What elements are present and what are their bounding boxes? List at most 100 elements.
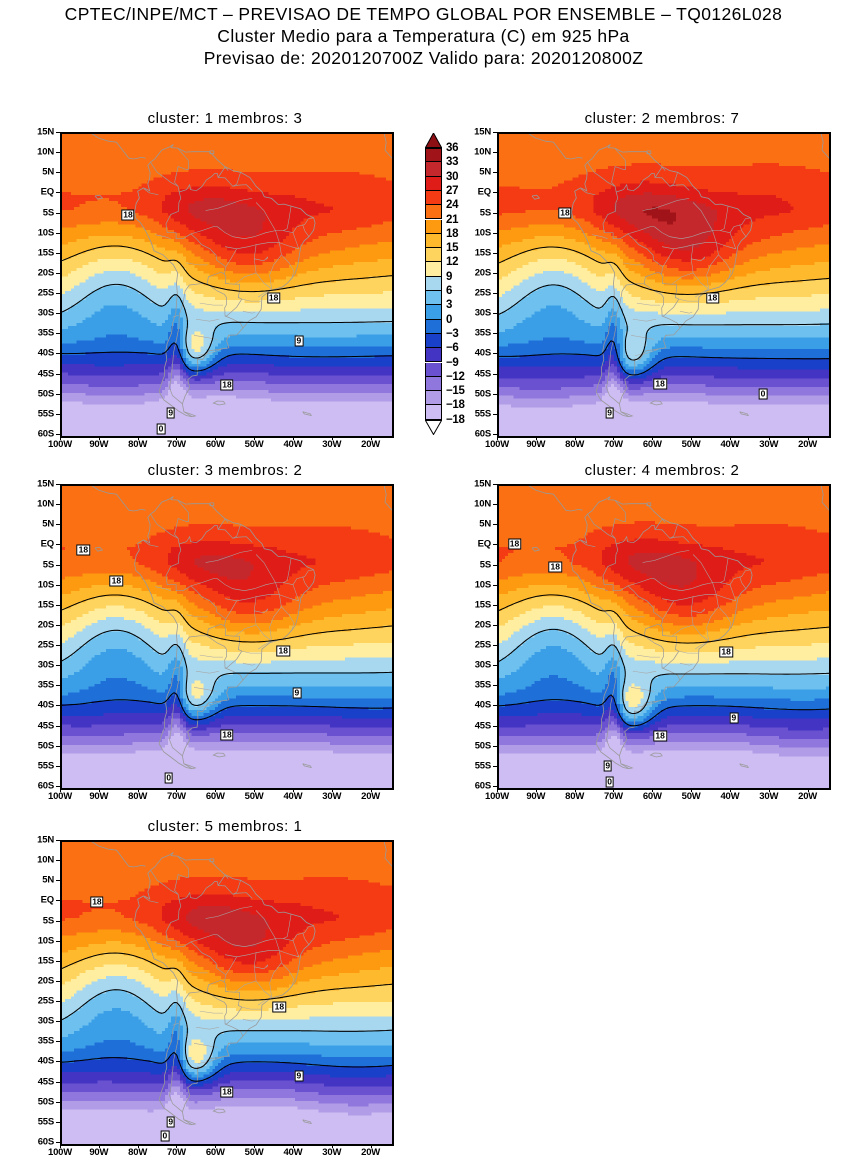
colorbar-tick-label: 30 xyxy=(446,170,459,183)
y-axis-tick xyxy=(56,745,60,747)
colorbar-segment xyxy=(425,376,442,392)
y-axis-tick xyxy=(493,272,497,274)
x-axis-tick xyxy=(574,788,576,792)
y-axis-tick xyxy=(493,434,497,435)
colorbar-tick-label: −12 xyxy=(446,370,465,383)
x-axis-tick xyxy=(574,436,576,440)
y-axis-tick xyxy=(493,212,497,214)
colorbar-tick-label: 6 xyxy=(446,285,453,297)
cluster-panel-2: cluster: 2 membros: 7 18 18 18 9 0 15N 10N 5N EQ 5… xyxy=(474,110,831,457)
y-axis-label: 20S xyxy=(474,267,492,279)
y-axis-tick xyxy=(493,705,497,707)
x-axis-tick xyxy=(98,788,100,792)
x-axis-tick xyxy=(292,436,294,440)
colorbar-segment xyxy=(425,190,442,206)
x-axis-label: 50W xyxy=(681,791,701,802)
contour-label: 9 xyxy=(294,1070,304,1082)
y-axis-label: 55S xyxy=(37,760,55,772)
x-axis-label: 80W xyxy=(128,439,148,450)
x-axis-label: 20W xyxy=(798,439,818,450)
x-axis-label: 20W xyxy=(798,791,818,802)
contour-label: 18 xyxy=(76,544,91,556)
y-axis-label: 5S xyxy=(479,207,491,219)
x-axis-label: 70W xyxy=(167,439,186,450)
contour-label: 18 xyxy=(653,378,667,390)
y-axis-label: 5N xyxy=(479,518,491,530)
y-axis-label: 35S xyxy=(474,679,492,691)
x-axis-tick xyxy=(652,788,654,792)
y-axis-label: 20S xyxy=(37,619,55,631)
y-axis-label: 15S xyxy=(37,955,55,967)
y-axis-tick xyxy=(493,604,497,606)
x-axis-label: 20W xyxy=(361,439,381,450)
contour-lines xyxy=(62,245,392,372)
x-axis-tick xyxy=(137,436,139,440)
y-axis-tick xyxy=(493,624,497,626)
y-axis-tick xyxy=(56,353,60,355)
colorbar-tick-label: 21 xyxy=(446,213,459,226)
y-axis-tick xyxy=(56,252,60,254)
x-axis-label: 30W xyxy=(759,791,779,802)
x-axis-tick xyxy=(729,436,731,440)
map-area-cluster-2: 18 18 18 9 0 xyxy=(497,132,831,438)
y-axis-label: 10N xyxy=(37,498,54,510)
y-axis-label: 10S xyxy=(474,579,492,591)
colorbar-segment xyxy=(425,248,442,263)
y-axis-label: 60S xyxy=(37,428,55,440)
y-axis-label: 40S xyxy=(474,347,492,359)
contour-label: 18 xyxy=(705,292,720,304)
x-axis-label: 40W xyxy=(720,439,740,450)
x-axis-tick xyxy=(807,788,809,792)
y-axis-tick xyxy=(56,604,60,606)
y-axis-label: 60S xyxy=(474,780,492,792)
x-axis-tick xyxy=(613,436,615,440)
x-axis-tick xyxy=(331,1144,333,1148)
temperature-field xyxy=(499,134,829,436)
y-axis-label: EQ xyxy=(477,538,492,550)
x-axis-label: 60W xyxy=(642,791,662,802)
x-axis-tick xyxy=(535,436,537,440)
x-axis-tick xyxy=(98,1144,100,1148)
colorbar-tick-label: 12 xyxy=(446,256,459,269)
colorbar-segment xyxy=(425,305,442,320)
y-axis-label: 15N xyxy=(474,126,491,138)
geography-overlay xyxy=(91,134,392,418)
y-axis-label: 25S xyxy=(37,995,55,1007)
y-axis-tick xyxy=(493,665,497,667)
y-axis-tick xyxy=(493,333,497,335)
y-axis-label: 25S xyxy=(474,287,492,299)
colorbar-tick-label: −18 xyxy=(446,413,465,426)
x-axis-tick xyxy=(497,436,498,440)
y-axis-tick xyxy=(493,373,497,375)
contour-label: 18 xyxy=(548,561,563,573)
colorbar-segment xyxy=(425,405,442,420)
colorbar-tick-label: 36 xyxy=(446,142,459,154)
map-area-cluster-5: 18 18 18 9 9 0 xyxy=(60,840,394,1146)
y-axis-tick xyxy=(493,524,497,526)
panel-title-cluster-5: cluster: 5 membros: 1 xyxy=(147,818,303,835)
colorbar-tick-label: −3 xyxy=(446,327,459,340)
contour-label: 18 xyxy=(220,729,234,741)
y-axis-tick xyxy=(56,624,60,626)
colorbar-segment xyxy=(425,233,442,249)
y-axis-label: 40S xyxy=(37,1055,55,1067)
y-axis-tick xyxy=(56,132,60,133)
y-axis-tick xyxy=(493,252,497,254)
cluster-panel-4: cluster: 4 membros: 2 18 18 18 18 9 9 0 15N 10N 5N… xyxy=(474,462,831,809)
y-axis-tick xyxy=(493,313,497,315)
x-axis-tick xyxy=(60,436,61,440)
x-axis-label: 50W xyxy=(244,439,264,450)
contour-label: 0 xyxy=(164,772,174,784)
contour-label: 18 xyxy=(719,646,733,658)
x-axis-tick xyxy=(215,788,217,792)
y-axis-tick xyxy=(493,765,497,767)
colorbar-segment xyxy=(425,391,442,406)
contour-label: 9 xyxy=(294,335,304,347)
y-axis-tick xyxy=(56,665,60,667)
contour-label: 0 xyxy=(605,776,615,788)
y-axis-label: 5S xyxy=(479,559,491,571)
y-axis-label: 30S xyxy=(474,307,492,319)
y-axis-label: 50S xyxy=(37,740,55,752)
x-axis-label: 50W xyxy=(681,439,701,450)
y-axis-tick xyxy=(56,152,60,154)
